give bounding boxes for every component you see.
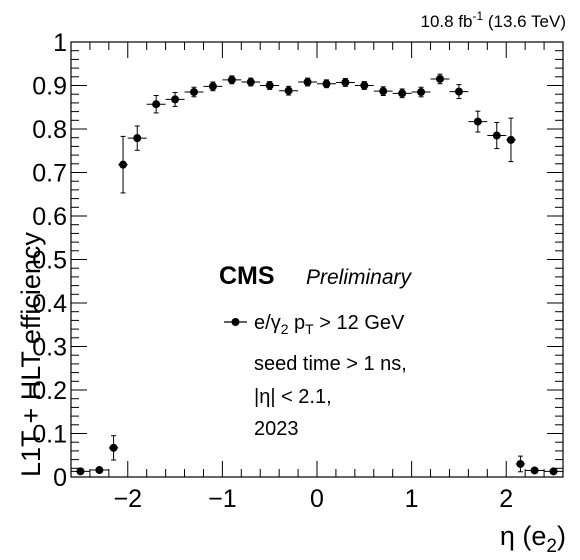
legend-selection-eta: |η| < 2.1, bbox=[254, 386, 332, 408]
data-point bbox=[165, 91, 185, 107]
data-marker bbox=[171, 95, 180, 104]
data-marker bbox=[360, 81, 369, 90]
data-marker bbox=[516, 459, 525, 468]
data-point bbox=[108, 435, 119, 461]
data-marker bbox=[109, 443, 118, 452]
legend-selection-seed-time: seed time > 1 ns, bbox=[254, 353, 407, 375]
y-tick-label: 0.5 bbox=[32, 247, 67, 275]
data-marker bbox=[436, 74, 444, 83]
data-point bbox=[354, 81, 374, 90]
data-marker bbox=[303, 78, 312, 87]
y-tick-label: 0.3 bbox=[32, 334, 67, 362]
data-point bbox=[449, 84, 469, 100]
x-tick-label: 0 bbox=[310, 485, 324, 513]
y-tick-label: 0.4 bbox=[32, 290, 67, 318]
data-marker bbox=[492, 131, 501, 140]
data-marker bbox=[398, 89, 407, 98]
data-point bbox=[544, 467, 563, 476]
data-point bbox=[373, 86, 393, 97]
cms-label: CMS bbox=[219, 262, 275, 290]
lumi-label: 10.8 fb-1 (13.6 TeV) bbox=[420, 9, 566, 31]
legend-entry-label: e/γ2 pT > 12 GeV bbox=[254, 312, 405, 337]
data-point bbox=[71, 467, 90, 476]
x-tick-label: 2 bbox=[499, 485, 513, 513]
data-point bbox=[203, 81, 223, 92]
data-marker bbox=[506, 135, 515, 144]
data-points bbox=[71, 73, 563, 476]
data-marker bbox=[76, 467, 85, 476]
data-point bbox=[525, 466, 545, 475]
data-marker bbox=[284, 86, 293, 95]
y-tick-label: 0.7 bbox=[32, 160, 67, 188]
y-tick-label: 0.6 bbox=[32, 203, 67, 231]
data-marker bbox=[454, 87, 463, 96]
x-tick-label: 1 bbox=[405, 485, 419, 513]
data-point bbox=[506, 117, 516, 163]
data-point bbox=[335, 78, 355, 87]
data-point bbox=[118, 135, 128, 194]
plot-axes: 0 0.1 0.2 0.3 0.4 0.5 0.6 0.7 0.8 0.9 1 −2 −1 0 1 2 bbox=[32, 29, 564, 513]
data-marker bbox=[208, 82, 217, 91]
data-marker bbox=[246, 78, 255, 87]
data-point bbox=[241, 77, 261, 87]
x-tick-label: −2 bbox=[114, 485, 143, 513]
data-point bbox=[298, 77, 317, 87]
y-axis-title: L1T + HLT efficiency bbox=[16, 232, 46, 477]
legend-marker bbox=[224, 318, 247, 326]
data-marker bbox=[341, 78, 350, 87]
data-point bbox=[89, 466, 109, 475]
data-marker bbox=[152, 100, 161, 109]
data-marker bbox=[265, 81, 274, 90]
y-tick-label: 1 bbox=[53, 29, 67, 57]
y-tick-label: 0.1 bbox=[32, 421, 67, 449]
y-tick-label: 0.2 bbox=[32, 377, 67, 405]
data-point bbox=[279, 85, 299, 96]
data-marker bbox=[190, 88, 198, 97]
data-point bbox=[184, 86, 204, 98]
data-marker bbox=[473, 117, 482, 126]
data-marker bbox=[322, 79, 331, 88]
data-point bbox=[430, 73, 450, 85]
data-marker bbox=[549, 467, 558, 476]
data-point bbox=[146, 95, 166, 114]
data-point bbox=[317, 79, 336, 89]
data-marker bbox=[95, 466, 104, 475]
data-point bbox=[411, 86, 431, 98]
data-marker bbox=[119, 160, 128, 169]
data-point bbox=[260, 81, 280, 90]
legend-selection-year: 2023 bbox=[254, 418, 299, 440]
y-tick-label: 0.8 bbox=[32, 116, 67, 144]
data-marker bbox=[227, 75, 236, 84]
x-tick-label: −1 bbox=[208, 485, 237, 513]
y-tick-label: 0 bbox=[53, 464, 67, 492]
data-marker bbox=[530, 466, 539, 475]
data-point bbox=[127, 125, 147, 151]
data-point bbox=[468, 110, 488, 133]
x-axis-title: η (e2) bbox=[500, 521, 566, 557]
data-point bbox=[515, 455, 526, 473]
y-tick-label: 0.9 bbox=[32, 73, 67, 101]
data-marker bbox=[417, 88, 426, 97]
preliminary-label: Preliminary bbox=[306, 266, 413, 289]
data-marker bbox=[133, 134, 142, 143]
data-marker bbox=[379, 87, 388, 96]
data-point bbox=[487, 121, 507, 150]
data-point bbox=[392, 88, 412, 99]
data-point bbox=[222, 75, 242, 85]
